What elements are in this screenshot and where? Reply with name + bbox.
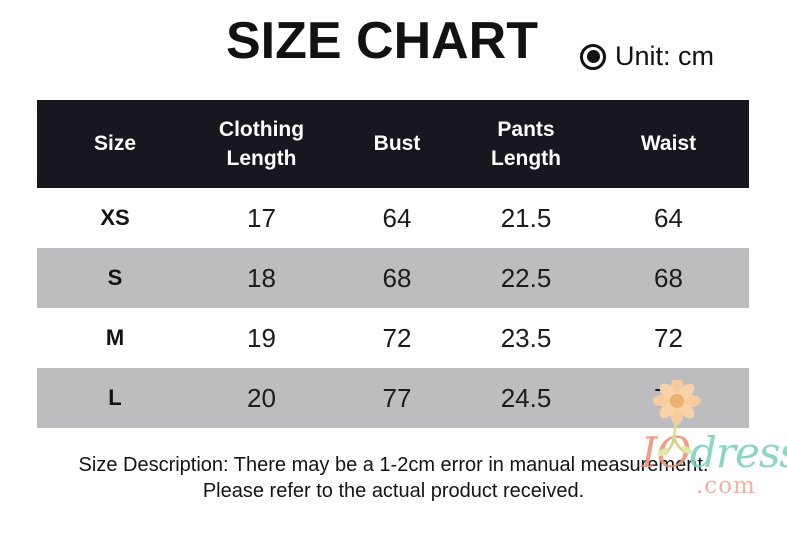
size-table: Size Clothing Length Bust Pants Length W… xyxy=(37,100,749,428)
cell-pants-length: 24.5 xyxy=(500,382,552,413)
size-label: XS xyxy=(100,205,130,230)
cell-clothing-length: 18 xyxy=(247,262,276,293)
page-title: SIZE CHART xyxy=(226,12,538,70)
daisy-flower-icon xyxy=(653,380,701,457)
cell-bust: 68 xyxy=(382,262,412,293)
unit-label: Unit: cm xyxy=(615,41,715,71)
cell-bust: 77 xyxy=(382,382,412,413)
cell-clothing-length: 17 xyxy=(247,202,276,233)
table-row-s: S 18 68 22.5 68 xyxy=(37,248,749,308)
column-header-waist: Waist xyxy=(640,132,697,156)
cell-waist: 64 xyxy=(654,202,683,233)
watermark-brand-suffix: dress xyxy=(690,428,787,477)
table-row-l: L 20 77 24.5 77 xyxy=(37,368,749,428)
size-description-line1: Size Description: There may be a 1-2cm e… xyxy=(78,454,709,476)
column-header-bust: Bust xyxy=(373,132,421,156)
cell-clothing-length: 20 xyxy=(247,382,276,413)
watermark-domain-suffix: .com xyxy=(696,473,756,499)
size-label: S xyxy=(107,265,123,290)
bullseye-dot xyxy=(586,50,600,63)
size-description-line2: Please refer to the actual product recei… xyxy=(202,480,585,502)
unit-indicator: Unit: cm xyxy=(580,41,714,72)
cell-waist: 72 xyxy=(654,322,683,353)
cell-bust: 72 xyxy=(382,322,412,353)
column-header-clothing-length: Clothing Length xyxy=(218,117,305,170)
cell-bust: 64 xyxy=(382,202,412,233)
size-label: L xyxy=(108,385,122,410)
size-description: Size Description: There may be a 1-2cm e… xyxy=(0,452,787,504)
cell-waist: 68 xyxy=(654,262,683,293)
cell-pants-length: 23.5 xyxy=(500,322,552,353)
column-header-pants-length: Pants Length xyxy=(491,117,561,170)
size-label: M xyxy=(105,325,125,350)
table-header-row: Size Clothing Length Bust Pants Length W… xyxy=(37,100,749,188)
bullseye-icon xyxy=(580,43,606,70)
table-row-m: M 19 72 23.5 72 xyxy=(37,308,749,368)
table-row-xs: XS 17 64 21.5 64 xyxy=(37,188,749,248)
cell-clothing-length: 19 xyxy=(247,322,276,353)
cell-pants-length: 22.5 xyxy=(500,262,552,293)
column-header-size: Size xyxy=(93,132,137,156)
cell-pants-length: 21.5 xyxy=(500,202,552,233)
